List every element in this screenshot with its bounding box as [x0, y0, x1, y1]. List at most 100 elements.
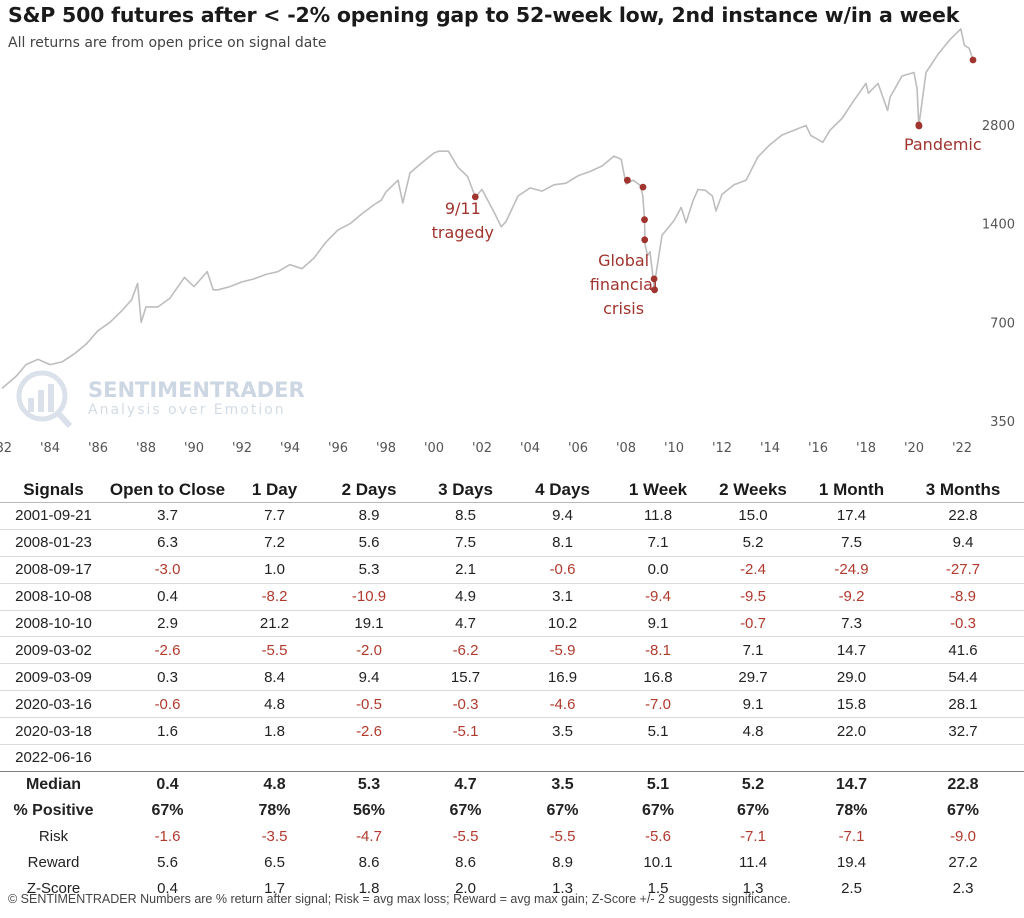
- return-cell: 1.8: [228, 717, 321, 746]
- return-cell: 5.3: [321, 556, 417, 584]
- return-cell: -8.9: [902, 583, 1024, 611]
- return-cell: 19.1: [321, 610, 417, 638]
- signal-marker: [624, 176, 631, 184]
- return-cell: 1.6: [107, 717, 228, 746]
- summary-cell: 1.8: [358, 880, 380, 898]
- summary-cell: 1.7: [264, 880, 285, 898]
- return-cell: 7.1: [611, 529, 705, 557]
- watermark-tagline: Analysis over Emotion: [88, 402, 286, 418]
- summary-cell: 6.5: [264, 854, 285, 872]
- footer-note: © SENTIMENTRADER Numbers are % return af…: [8, 892, 791, 906]
- return-cell: 22.8: [902, 502, 1024, 530]
- watermark-name: SENTIMENTRADER: [88, 378, 305, 402]
- x-tick-label: '02: [472, 441, 492, 456]
- return-cell: 5.1: [611, 717, 705, 746]
- summary-cell: 1.3: [552, 880, 573, 898]
- return-cell: -0.5: [321, 690, 417, 719]
- x-tick-label: '90: [184, 441, 204, 456]
- return-cell: 32.7: [902, 717, 1024, 746]
- chart-subtitle: All returns are from open price on signa…: [8, 35, 327, 51]
- summary-cell: 2.3: [952, 880, 974, 898]
- table-row: 2001-09-21 3.7 7.7 8.9 8.5 9.4 11.8 15.0 17.4 22.…: [0, 502, 1024, 530]
- return-cell: 4.8: [228, 690, 321, 719]
- summary-cell: -7.1: [838, 828, 865, 846]
- x-tick-label: '06: [568, 441, 588, 456]
- return-cell: 41.6: [902, 636, 1024, 665]
- summary-label: Z-Score: [26, 880, 81, 898]
- column-header: 4 Days: [514, 477, 611, 503]
- return-cell: -0.7: [705, 610, 801, 638]
- return-cell: 15.7: [417, 663, 514, 692]
- summary-cell: 5.2: [741, 775, 765, 793]
- chart-annotation: 9/11 tragedy: [432, 199, 494, 242]
- summary-cell: 8.6: [358, 854, 380, 872]
- return-cell: -9.2: [801, 583, 902, 611]
- signal-date-cell: 2009-03-09: [0, 663, 107, 692]
- return-cell: 21.2: [228, 610, 321, 638]
- summary-cell: 5.3: [357, 775, 381, 793]
- summary-cell: 8.9: [552, 854, 573, 872]
- summary-cell: 27.2: [948, 854, 978, 872]
- x-tick-label: '84: [40, 441, 60, 456]
- return-cell: 0.0: [611, 556, 705, 584]
- signal-date-cell: 2020-03-18: [0, 717, 107, 746]
- return-cell: [514, 744, 611, 772]
- return-cell: -2.6: [321, 717, 417, 746]
- return-cell: [902, 744, 1024, 772]
- summary-cell: -5.5: [549, 828, 576, 846]
- summary-cell: 56%: [352, 801, 386, 819]
- return-cell: 4.8: [705, 717, 801, 746]
- summary-cell: 1.3: [742, 880, 764, 898]
- return-cell: [107, 744, 228, 772]
- return-cell: [228, 744, 321, 772]
- signal-date-cell: 2008-10-08: [0, 583, 107, 611]
- signal-date-cell: 2008-01-23: [0, 529, 107, 557]
- signal-marker: [471, 193, 479, 201]
- summary-cell: 78%: [835, 801, 868, 819]
- summary-row: Median 0.4 4.8 5.3 4.7 3.5 5.1 5.2 14.7 22.8: [0, 771, 1024, 798]
- x-tick-label: '20: [904, 441, 924, 456]
- summary-cell: 4.8: [263, 775, 286, 793]
- column-header: 3 Months: [902, 477, 1024, 503]
- return-cell: 0.3: [107, 663, 228, 692]
- summary-cell: 67%: [946, 801, 980, 819]
- x-tick-label: '12: [712, 441, 732, 456]
- column-header: 2 Days: [321, 477, 417, 503]
- summary-cell: 67%: [546, 801, 579, 819]
- return-cell: -24.9: [801, 556, 902, 584]
- column-header: Signals: [0, 477, 107, 503]
- return-cell: 8.5: [417, 502, 514, 530]
- summary-cell: 78%: [258, 801, 291, 819]
- summary-label: Median: [25, 775, 82, 793]
- x-tick-label: '98: [376, 441, 396, 456]
- signal-date-cell: 2008-09-17: [0, 556, 107, 584]
- summary-cell: -4.7: [356, 828, 382, 846]
- return-cell: 22.0: [801, 717, 902, 746]
- return-cell: -4.6: [514, 690, 611, 719]
- chart-annotation: Global financial crisis: [590, 251, 658, 318]
- summary-cell: 19.4: [836, 854, 867, 872]
- return-cell: 11.8: [611, 502, 705, 530]
- return-cell: [801, 744, 902, 772]
- return-cell: [705, 744, 801, 772]
- return-cell: 15.8: [801, 690, 902, 719]
- column-header: 3 Days: [417, 477, 514, 503]
- summary-row: Z-Score 0.4 1.7 1.8 2.0 1.3 1.5 1.3 2.5 2.3: [0, 876, 1024, 902]
- x-tick-label: '82: [0, 441, 12, 456]
- return-cell: 4.7: [417, 610, 514, 638]
- return-cell: 7.2: [228, 529, 321, 557]
- return-cell: -5.1: [417, 717, 514, 746]
- summary-cell: -1.6: [154, 828, 181, 846]
- return-cell: -2.4: [705, 556, 801, 584]
- summary-label: Risk: [38, 828, 69, 846]
- summary-cell: 22.8: [947, 775, 979, 793]
- signal-date-cell: 2001-09-21: [0, 502, 107, 530]
- y-tick-label: 700: [990, 316, 1015, 331]
- annotation-line: tragedy: [432, 223, 494, 242]
- return-cell: 54.4: [902, 663, 1024, 692]
- column-header: 2 Weeks: [705, 477, 801, 503]
- return-cell: 1.0: [228, 556, 321, 584]
- return-cell: -2.6: [107, 636, 228, 665]
- signals-table: Signals Open to Close 1 Day 2 Days 3 Days 4 D…: [0, 477, 1024, 902]
- x-tick-label: '22: [952, 441, 972, 456]
